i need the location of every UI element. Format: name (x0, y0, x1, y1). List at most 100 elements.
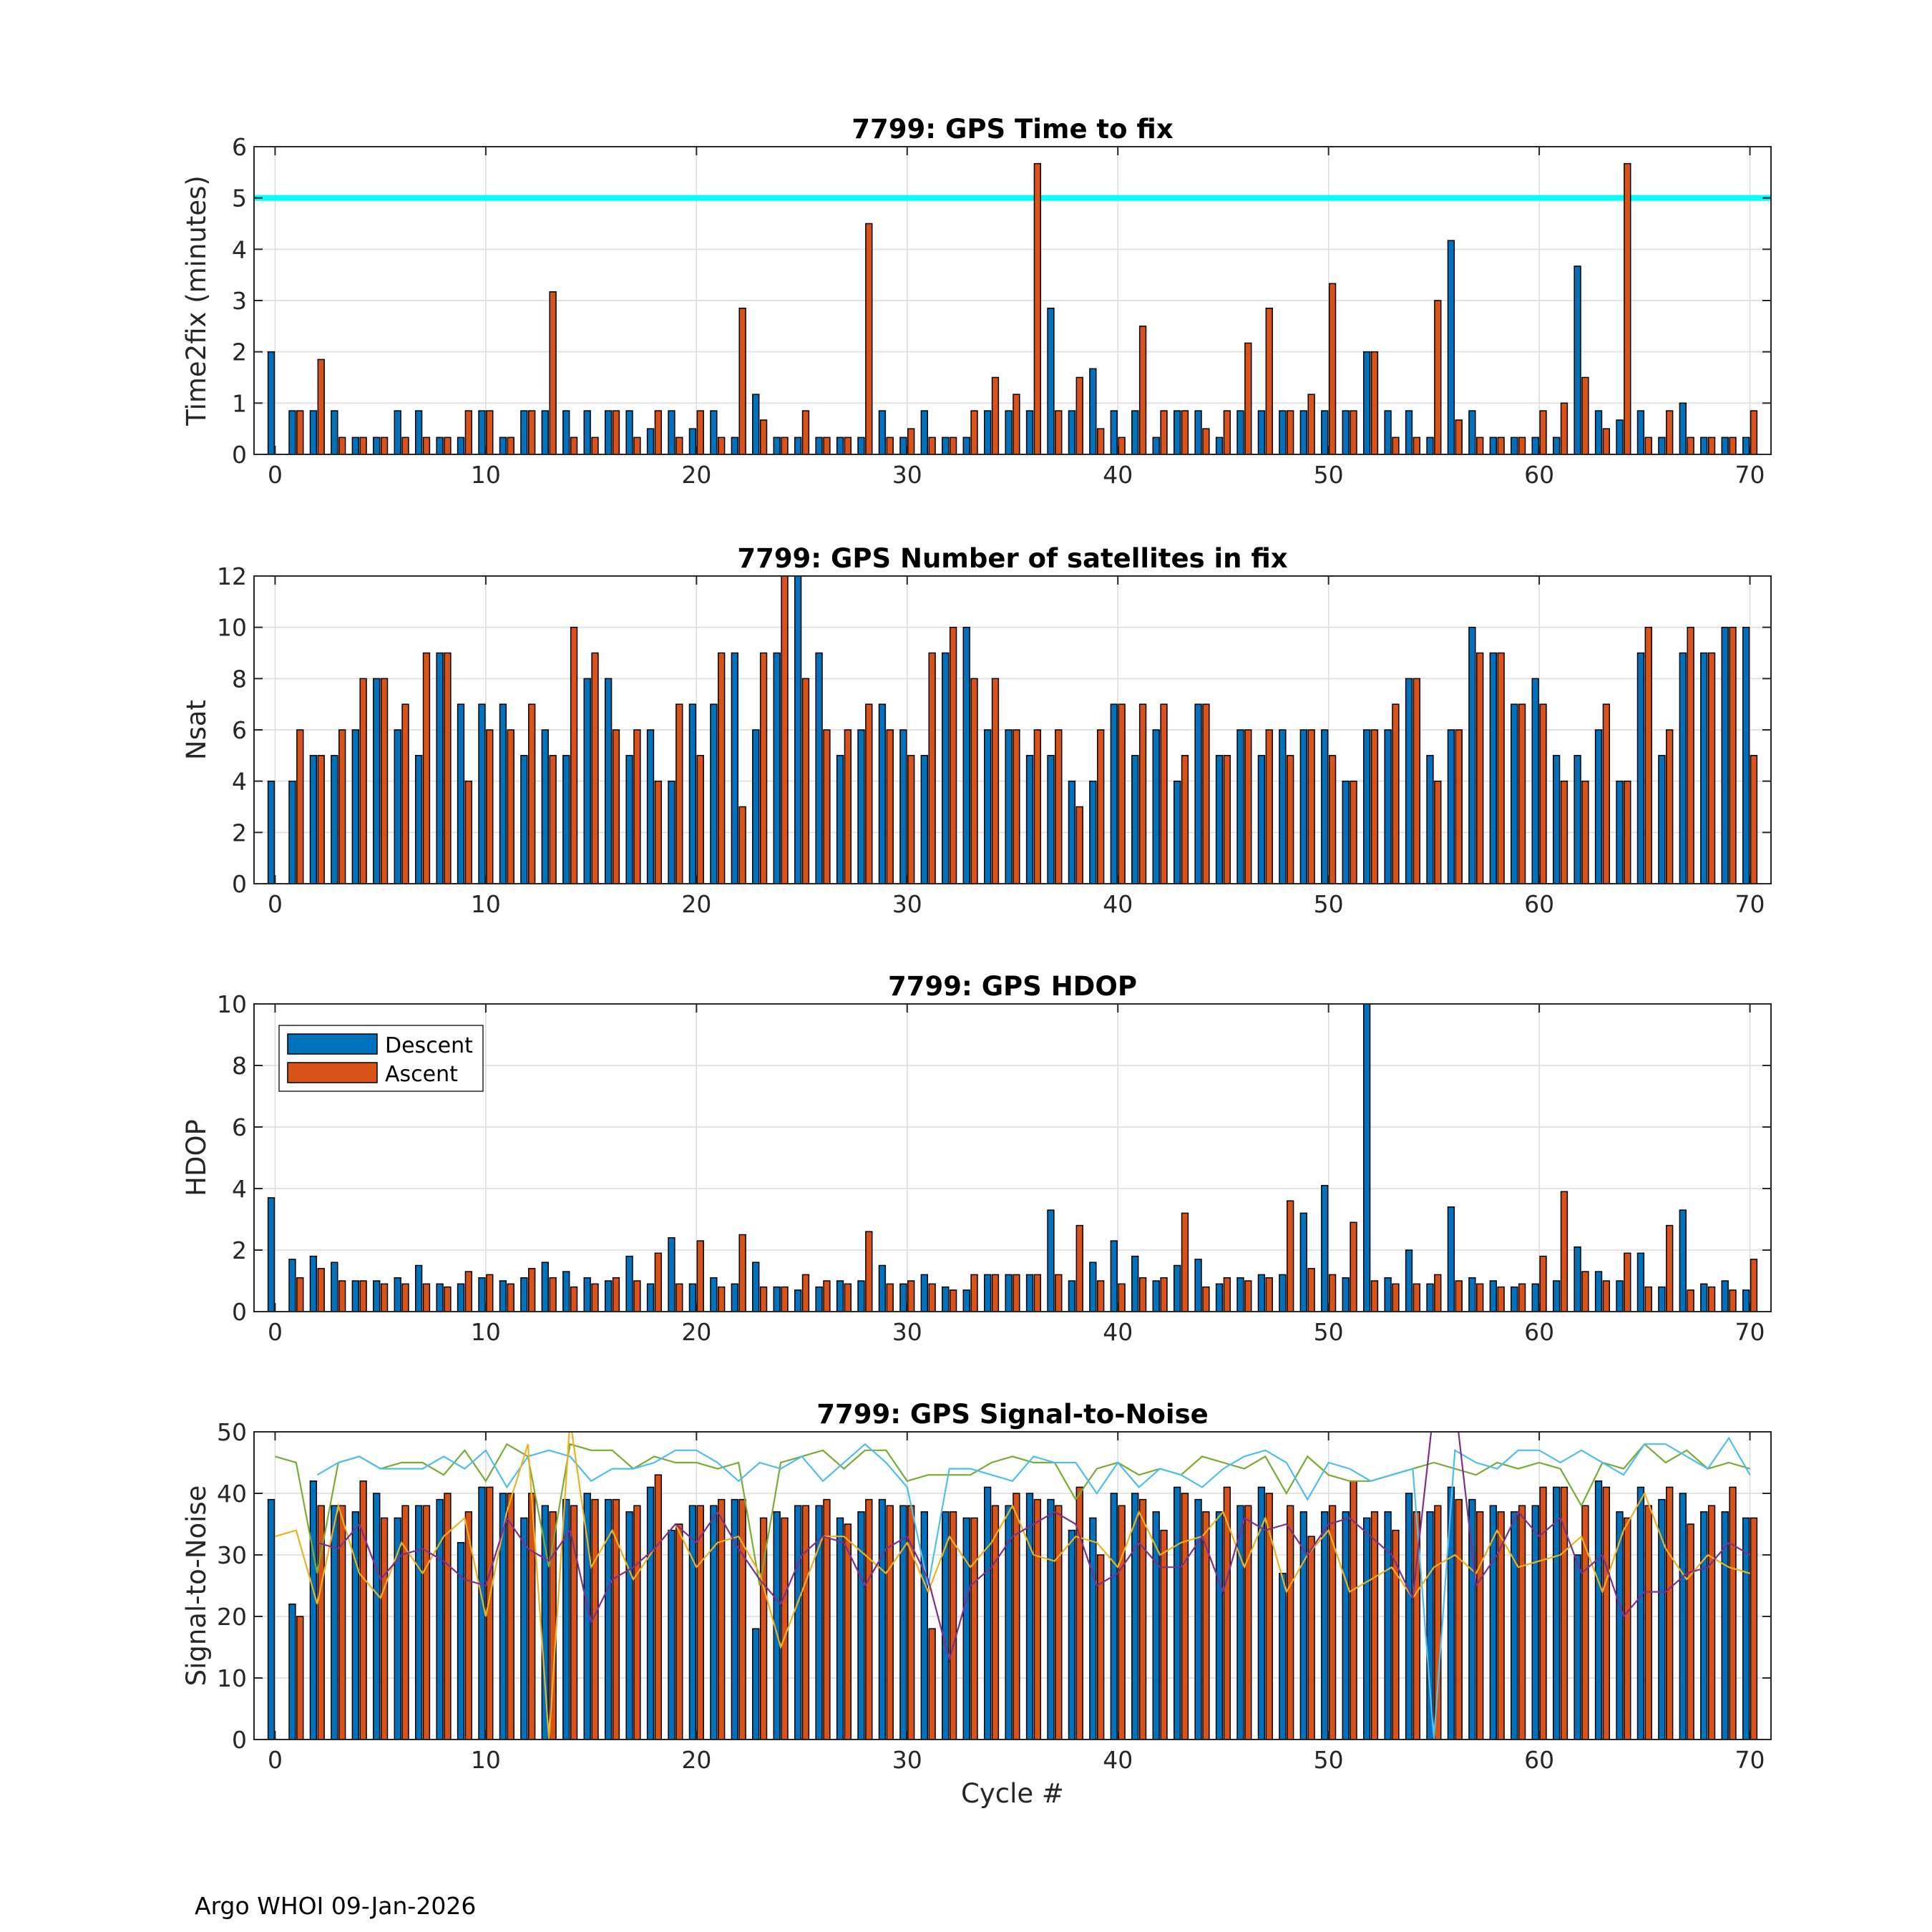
descent-bar (688, 1283, 697, 1312)
ascent-bar (781, 436, 789, 454)
descent-bar (1574, 755, 1581, 884)
ascent-bar (1097, 1280, 1105, 1312)
ascent-bar (1687, 626, 1694, 884)
descent-bar (1279, 1274, 1287, 1312)
ascent-bar (1350, 410, 1357, 454)
x-tick-label: 30 (892, 890, 922, 918)
ascent-bar (1750, 755, 1758, 884)
ascent-bar (359, 1280, 367, 1312)
descent-bar (646, 428, 655, 454)
ascent-bar (1707, 1505, 1716, 1740)
ascent-bar (907, 428, 915, 454)
ascent-bar (444, 436, 452, 454)
descent-bar (1511, 1286, 1518, 1312)
descent-bar (1636, 1486, 1645, 1740)
ascent-bar (380, 678, 389, 884)
ascent-bar (1729, 1289, 1737, 1312)
ascent-bar (696, 755, 704, 884)
ascent-bar (1033, 162, 1042, 454)
x-tick-label: 0 (268, 890, 283, 918)
x-tick-label: 60 (1524, 1746, 1554, 1774)
descent-bar (604, 678, 613, 884)
descent-bar (373, 436, 381, 454)
ascent-bar (1518, 1505, 1526, 1740)
descent-bar (1257, 410, 1266, 454)
descent-bar (1110, 1493, 1118, 1740)
ascent-bar (1413, 1283, 1421, 1312)
descent-bar (899, 1283, 907, 1312)
x-tick-label: 70 (1735, 890, 1765, 918)
descent-bar (1679, 402, 1687, 454)
ascent-bar (1033, 1274, 1042, 1312)
descent-bar (815, 436, 823, 454)
ascent-bar (528, 703, 536, 884)
ascent-bar (570, 1286, 578, 1312)
ascent-bar (1118, 1505, 1126, 1740)
x-tick-label: 50 (1314, 1318, 1344, 1346)
descent-bar (942, 652, 950, 884)
y-tick-label: 20 (217, 1603, 247, 1631)
ascent-bar (781, 1286, 789, 1312)
descent-bar (414, 755, 423, 884)
ascent-bar (1055, 1505, 1063, 1740)
ascent-bar (1539, 703, 1547, 884)
ascent-bar (1328, 283, 1337, 454)
ascent-bar (359, 678, 367, 884)
descent-bar (962, 626, 970, 884)
descent-bar (499, 1280, 507, 1312)
descent-bar (1236, 410, 1244, 454)
legend-descent-label: Descent (385, 1033, 473, 1058)
ascent-bar (633, 1280, 641, 1312)
x-tick-label: 20 (681, 890, 711, 918)
descent-bar (1131, 1255, 1139, 1312)
descent-bar (1616, 1511, 1624, 1740)
descent-bar (1299, 1212, 1307, 1312)
descent-bar (1426, 755, 1434, 884)
ascent-bar (654, 410, 663, 454)
ascent-bar (886, 436, 894, 454)
ascent-bar (1518, 1283, 1526, 1312)
ascent-bar (507, 1283, 514, 1312)
descent-bar (1362, 351, 1371, 454)
ascent-bar (1138, 1277, 1147, 1312)
descent-bar (1152, 1280, 1160, 1312)
bar-group (267, 1432, 1758, 1740)
ascent-bar (823, 1280, 831, 1312)
ascent-bar (591, 436, 599, 454)
y-tick-label: 0 (232, 441, 247, 469)
descent-bar (520, 755, 528, 884)
ascent-bar (570, 626, 578, 884)
ascent-bar (1560, 402, 1568, 454)
ascent-bar (1287, 755, 1294, 884)
bar-group (267, 162, 1758, 454)
ascent-bar (1202, 1511, 1210, 1740)
ascent-bar (591, 652, 599, 884)
descent-bar (1658, 1286, 1666, 1312)
ascent-bar (1244, 1505, 1252, 1740)
descent-bar (920, 1511, 928, 1740)
descent-bar (625, 1511, 633, 1740)
ascent-bar (781, 1517, 789, 1740)
descent-bar (668, 780, 675, 884)
x-tick-label: 40 (1103, 461, 1133, 489)
descent-bar (1679, 1209, 1687, 1312)
descent-bar (1047, 308, 1055, 454)
x-tick-label: 40 (1103, 890, 1133, 918)
ascent-bar (422, 1283, 431, 1312)
ascent-bar (401, 1505, 409, 1740)
x-tick-label: 20 (681, 1746, 711, 1774)
ascent-bar (1181, 755, 1189, 884)
descent-bar (1405, 1493, 1413, 1740)
ascent-bar (949, 626, 957, 884)
descent-bar (267, 1197, 275, 1312)
descent-bar (962, 436, 970, 454)
ascent-bar (1328, 755, 1337, 884)
ascent-bar (1202, 428, 1210, 454)
ascent-bar (422, 652, 431, 884)
descent-bar (688, 428, 697, 454)
descent-bar (1700, 652, 1708, 884)
descent-bar (436, 652, 444, 884)
ascent-bar (1518, 703, 1526, 884)
descent-bar (1426, 1511, 1434, 1740)
descent-bar (836, 436, 844, 454)
